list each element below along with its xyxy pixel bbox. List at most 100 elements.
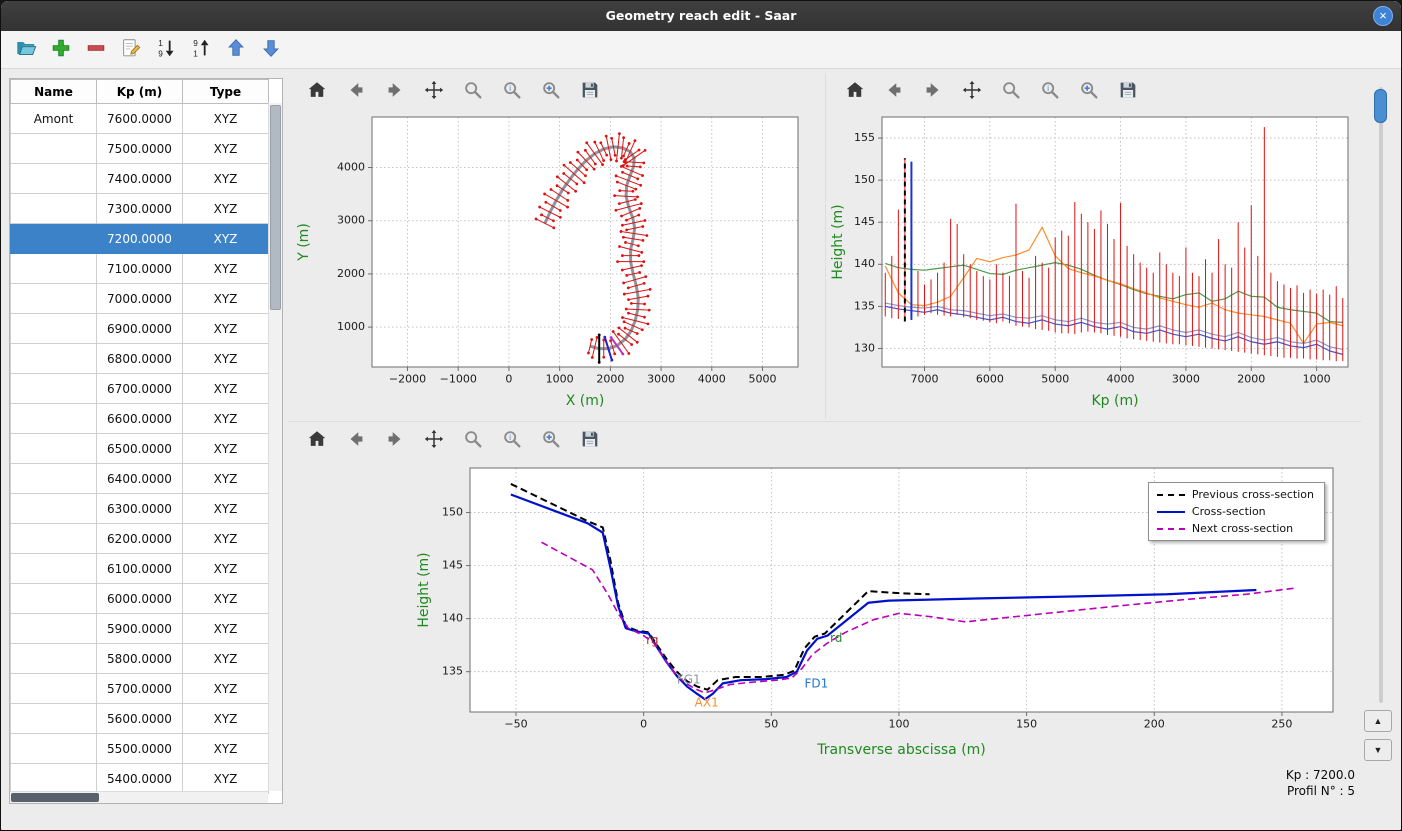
forward-button[interactable] [918,76,948,106]
zoom-info-button[interactable]: i [497,76,527,106]
zoom-button[interactable] [996,76,1026,106]
forward-button[interactable] [380,425,410,455]
zoom-plus-button[interactable] [1074,76,1104,106]
column-header[interactable]: Type [182,79,269,104]
table-row[interactable]: 7100.0000 XYZ [10,253,269,284]
legend-label: Previous cross-section [1191,488,1314,501]
scrollbar-thumb[interactable] [270,105,281,310]
pan-button[interactable] [419,76,449,106]
previous-profile-button[interactable]: ▲ [1364,710,1392,732]
table-row[interactable]: 5600.0000 XYZ [10,703,269,734]
zoom-plus-button[interactable] [536,425,566,455]
home-button[interactable] [302,76,332,106]
plan-view-panel: i [288,73,824,419]
back-button[interactable] [879,76,909,106]
move-down-button[interactable] [256,35,286,65]
edit-icon [120,37,142,62]
column-header[interactable]: Name [10,79,97,104]
table-row[interactable]: 6700.0000 XYZ [10,373,269,404]
table-horizontal-scrollbar[interactable] [10,791,268,803]
profile-slider-thumb[interactable] [1374,89,1387,123]
table-row[interactable]: 6400.0000 XYZ [10,463,269,494]
zoom-plus-icon [540,79,562,104]
table-row[interactable]: 7200.0000 XYZ [10,223,269,254]
home-button[interactable] [840,76,870,106]
svg-text:1: 1 [158,39,163,48]
home-icon [844,79,866,104]
table-row[interactable]: 6300.0000 XYZ [10,493,269,524]
title-bar[interactable]: Geometry reach edit - Saar × [1,1,1401,31]
column-header[interactable]: Kp (m) [96,79,183,104]
save-icon [1117,79,1139,104]
back-button[interactable] [341,425,371,455]
cross-section-line-sample [1156,510,1185,513]
table-row[interactable]: 5400.0000 XYZ [10,763,269,794]
profile-slider-track[interactable] [1379,87,1383,703]
remove-button[interactable] [81,35,111,65]
table-row[interactable]: 5500.0000 XYZ [10,733,269,764]
scrollbar-thumb[interactable] [11,793,99,802]
legend: Previous cross-section Cross-section Nex… [1147,482,1325,541]
longitudinal-profile-plot[interactable] [826,109,1362,415]
geometry-table-body: Amont 7600.0000 XYZ 7500.0000 XYZ 7400.0000 XY… [10,103,269,794]
zoom-button[interactable] [458,76,488,106]
table-row[interactable]: 6500.0000 XYZ [10,433,269,464]
table-row[interactable]: 5900.0000 XYZ [10,613,269,644]
table-header: Name Kp (m) Type [10,79,269,104]
table-row[interactable]: 7400.0000 XYZ [10,163,269,194]
table-row[interactable]: 7500.0000 XYZ [10,133,269,164]
close-button[interactable]: × [1373,6,1393,26]
open-folder-button[interactable] [11,35,41,65]
zoom-plus-icon [1078,79,1100,104]
plan-view-plot[interactable] [288,109,824,415]
next-profile-button[interactable]: ▼ [1364,739,1392,761]
status-readout: Kp : 7200.0 Profil N° : 5 [1286,767,1355,799]
table-vertical-scrollbar[interactable] [268,103,282,791]
save-icon [579,79,601,104]
zoom-button[interactable] [458,425,488,455]
pan-button[interactable] [419,425,449,455]
move-down-icon [260,37,282,62]
home-icon [306,79,328,104]
legend-label: Cross-section [1191,505,1266,518]
zoom-plus-button[interactable] [536,76,566,106]
status-profil: Profil N° : 5 [1286,784,1355,798]
cross-section-panel: i Previous cross-section Cross-section N… [288,421,1361,767]
table-row[interactable]: 6600.0000 XYZ [10,403,269,434]
save-button[interactable] [1113,76,1143,106]
svg-text:1: 1 [193,49,198,58]
save-button[interactable] [575,425,605,455]
table-row[interactable]: 6000.0000 XYZ [10,583,269,614]
add-icon [50,37,72,62]
forward-icon [922,79,944,104]
pan-icon [423,428,445,453]
back-icon [345,79,367,104]
table-row[interactable]: 6100.0000 XYZ [10,553,269,584]
back-icon [345,428,367,453]
table-row[interactable]: 5800.0000 XYZ [10,643,269,674]
move-up-button[interactable] [221,35,251,65]
pan-button[interactable] [957,76,987,106]
forward-button[interactable] [380,76,410,106]
edit-button[interactable] [116,35,146,65]
profile-plot-toolbar: i [826,73,1361,109]
table-row[interactable]: 5700.0000 XYZ [10,673,269,704]
zoom-info-button[interactable]: i [1035,76,1065,106]
open-folder-icon [15,37,37,62]
table-row[interactable]: 7000.0000 XYZ [10,283,269,314]
table-row[interactable]: 6800.0000 XYZ [10,343,269,374]
table-row[interactable]: Amont 7600.0000 XYZ [10,103,269,134]
table-row[interactable]: 6200.0000 XYZ [10,523,269,554]
table-row[interactable]: 6900.0000 XYZ [10,313,269,344]
add-button[interactable] [46,35,76,65]
home-button[interactable] [302,425,332,455]
zoom-info-button[interactable]: i [497,425,527,455]
save-button[interactable] [575,76,605,106]
pan-icon [961,79,983,104]
table-row[interactable]: 7300.0000 XYZ [10,193,269,224]
back-button[interactable] [341,76,371,106]
cross-plot-toolbar: i [288,422,1361,458]
